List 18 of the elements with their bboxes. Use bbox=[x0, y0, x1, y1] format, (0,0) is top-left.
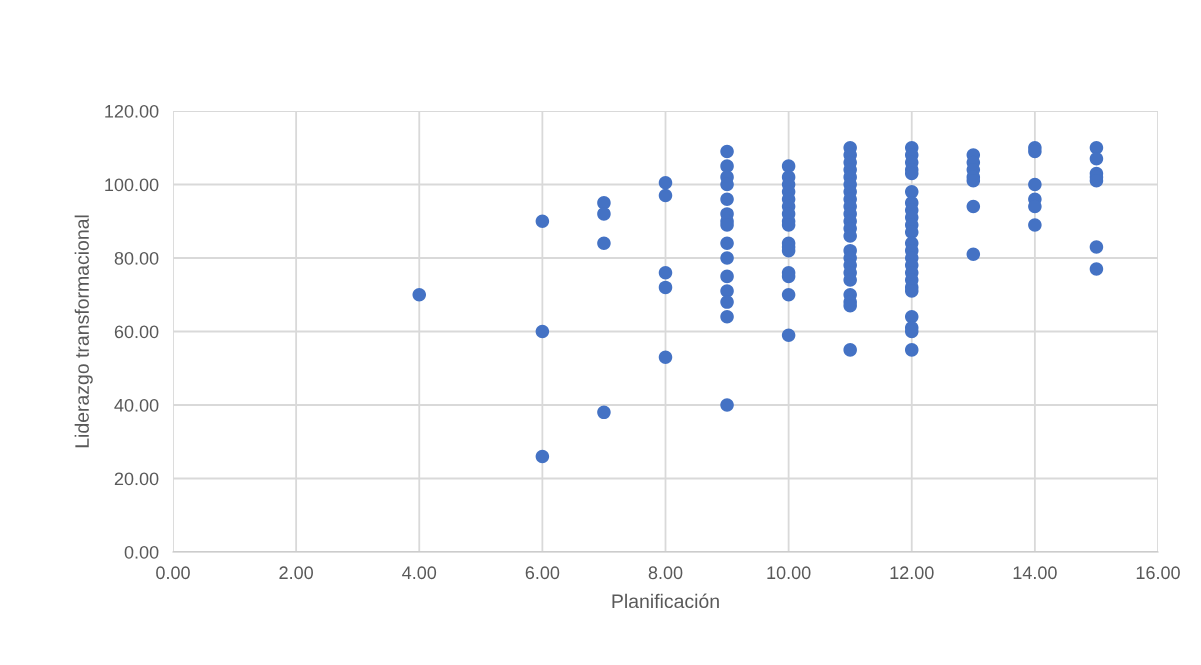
x-tick-label: 10.00 bbox=[767, 566, 811, 580]
y-tick-label: 60.00 bbox=[114, 325, 159, 339]
x-tick-label: 14.00 bbox=[1013, 566, 1057, 580]
y-tick-label: 100.00 bbox=[105, 178, 159, 192]
y-tick-label: 40.00 bbox=[114, 398, 159, 412]
y-tick-label: 80.00 bbox=[114, 251, 159, 265]
x-axis-title: Planificación bbox=[612, 593, 719, 609]
x-tick-label: 2.00 bbox=[279, 566, 313, 580]
x-tick-label: 4.00 bbox=[402, 566, 437, 580]
y-tick-label: 120.00 bbox=[105, 104, 159, 118]
x-tick-label: 6.00 bbox=[525, 566, 560, 580]
y-tick-label: 0.00 bbox=[124, 545, 159, 559]
x-tick-label: 12.00 bbox=[890, 566, 934, 580]
y-axis-title: Liderazgo transformacional bbox=[74, 215, 93, 448]
y-tick-label: 20.00 bbox=[114, 472, 159, 486]
x-tick-label: 0.00 bbox=[156, 566, 190, 580]
x-tick-label: 8.00 bbox=[648, 566, 683, 580]
x-tick-label: 16.00 bbox=[1136, 566, 1180, 580]
